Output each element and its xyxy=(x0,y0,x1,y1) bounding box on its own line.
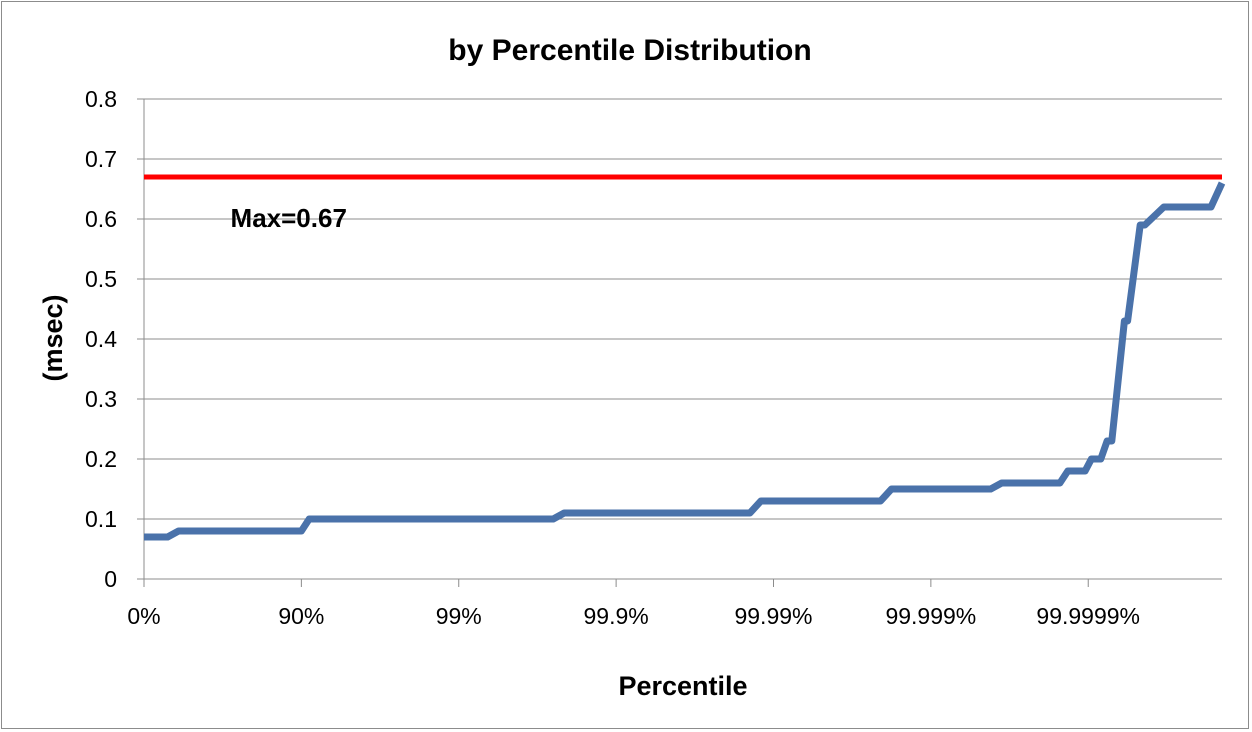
x-tick-label: 99% xyxy=(436,603,482,629)
x-axis-title: Percentile xyxy=(618,671,747,701)
x-tick-label: 99.9999% xyxy=(1036,603,1140,629)
gridlines xyxy=(144,98,1222,520)
series-lines xyxy=(144,174,1226,541)
y-tick-label: 0.6 xyxy=(85,206,117,232)
y-tick-label: 0.2 xyxy=(85,446,117,472)
y-tick-label: 0.8 xyxy=(85,86,117,112)
y-tick-label: 0 xyxy=(104,566,117,592)
annotations: Max=0.67 xyxy=(231,203,347,233)
y-axis-title: (msec) xyxy=(38,294,68,381)
y-tick-label: 0.3 xyxy=(85,386,117,412)
x-tick-label: 99.99% xyxy=(734,603,812,629)
chart-title: by Percentile Distribution xyxy=(448,34,811,67)
x-tick-labels: 0% 90% 99% 99.9% 99.99% 99.999% 99.9999% xyxy=(127,603,1140,629)
y-tick-label: 0.4 xyxy=(85,326,117,352)
x-tick-label: 0% xyxy=(127,603,160,629)
x-tick-label: 90% xyxy=(278,603,324,629)
x-tick-label: 99.999% xyxy=(885,603,976,629)
y-tick-labels: 0 0.1 0.2 0.3 0.4 0.5 0.6 0.7 0.8 xyxy=(85,86,117,592)
y-tick-label: 0.7 xyxy=(85,146,117,172)
axes xyxy=(137,98,1222,587)
latency-series-line xyxy=(144,181,1226,541)
x-tick-label: 99.9% xyxy=(584,603,649,629)
y-tick-label: 0.5 xyxy=(85,266,117,292)
max-annotation: Max=0.67 xyxy=(231,203,347,233)
y-tick-label: 0.1 xyxy=(85,506,117,532)
